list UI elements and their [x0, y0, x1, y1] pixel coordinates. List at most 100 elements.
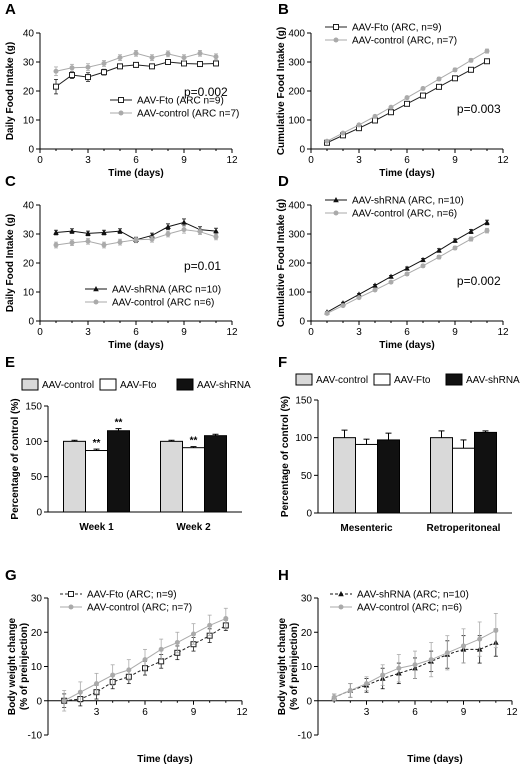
y-axis-label-line: (% of preinjection): [19, 623, 30, 710]
data-point: [324, 138, 330, 144]
data-point: [420, 256, 426, 263]
data-point: [69, 228, 75, 234]
y-tick-label: 40: [23, 201, 35, 212]
legend-label: AAV-shRNA: [466, 375, 520, 386]
x-tick-label: 6: [404, 327, 410, 338]
data-point: [404, 95, 410, 101]
y-tick-label: 0: [299, 145, 305, 156]
legend-swatch: [373, 373, 391, 386]
x-tick-label: 12: [497, 327, 509, 338]
data-point: [101, 242, 107, 248]
legend-marker: [333, 24, 339, 30]
panel-label: F: [278, 354, 287, 371]
bar: [160, 440, 183, 513]
y-tick-label: 10: [301, 662, 313, 673]
data-point: [436, 254, 442, 260]
legend-marker: [93, 299, 99, 305]
data-point: [468, 66, 474, 73]
panel-D: D 0 100 200 300 400 0 3 6 9 12 Time (days) Cumulativ…: [276, 173, 509, 351]
data-point: [69, 72, 75, 79]
data-point: [101, 69, 107, 76]
p-value-annotation: p=0.002: [184, 85, 228, 99]
data-point: [133, 237, 139, 243]
x-axis-label: Time (days): [407, 754, 462, 765]
legend-marker: [338, 591, 344, 597]
data-point: [372, 282, 378, 288]
data-point: [117, 63, 123, 70]
data-point: [110, 672, 116, 678]
x-tick-label: 9: [181, 327, 187, 338]
data-point: [436, 76, 442, 82]
legend-swatch: [99, 378, 117, 391]
y-tick-label: 10: [23, 288, 35, 299]
legend-marker: [68, 591, 74, 597]
data-point: [142, 657, 148, 663]
bar: [85, 450, 108, 513]
y-tick-label: 100: [288, 116, 305, 127]
legend-label: AAV-Fto: [120, 380, 157, 391]
x-tick-label: 3: [356, 327, 362, 338]
y-tick-label: 400: [288, 29, 305, 40]
y-axis-label: Cumulative Food Intake (g): [276, 199, 287, 327]
x-tick-label: 9: [452, 327, 458, 338]
y-axis-label: Daily Food Intake (g): [5, 214, 16, 312]
data-point: [149, 236, 155, 242]
category-label: Retroperitoneal: [427, 523, 501, 534]
x-tick-label: 0: [308, 327, 314, 338]
significance-label: **: [93, 438, 101, 449]
y-tick-label: 30: [23, 230, 35, 241]
data-point: [484, 219, 490, 225]
x-axis-label: Time (days): [108, 340, 163, 351]
y-axis-label: Body weight change(% of preinjection): [277, 617, 300, 715]
x-axis-label: Time (days): [108, 168, 163, 179]
data-point: [404, 100, 410, 107]
data-point: [85, 238, 91, 244]
series-1: AAV-control (ARC, n=6): [324, 209, 490, 316]
legend-label: AAV-Fto (ARC, n=9): [352, 23, 442, 34]
data-point: [69, 240, 75, 246]
data-point: [412, 662, 418, 668]
data-point: [149, 63, 155, 70]
data-point: [372, 113, 378, 119]
y-tick-label: 150: [295, 396, 312, 407]
data-point: [197, 61, 203, 68]
x-tick-label: 12: [506, 707, 518, 718]
data-point: [347, 687, 353, 693]
x-tick-label: 12: [226, 327, 238, 338]
legend-swatch: [295, 373, 313, 386]
x-tick-label: 0: [37, 327, 43, 338]
bar: [63, 440, 86, 513]
data-point: [340, 303, 346, 309]
data-point: [461, 643, 466, 649]
panel-C: C 0 10 20 30 40 0 3 6 9 12 Time (days) Daily Food In…: [5, 173, 238, 351]
series-1: AAV-control (ARC n=6): [53, 225, 219, 309]
data-point: [133, 50, 139, 56]
y-tick-label: 20: [23, 87, 35, 98]
y-tick-label: 0: [306, 509, 312, 520]
legend-label: AAV-control (ARC, n=7): [352, 36, 457, 47]
data-point: [452, 67, 458, 73]
bar: [107, 430, 130, 513]
x-axis-label: Time (days): [379, 340, 434, 351]
data-point: [61, 698, 67, 704]
y-tick-label: 200: [288, 259, 305, 270]
bar: [452, 447, 475, 514]
y-tick-label: 30: [301, 594, 313, 605]
series-1: AAV-control (ARC; n=6): [330, 603, 499, 702]
data-point: [372, 287, 378, 293]
series-1: AAV-control (ARC n=7): [53, 50, 239, 120]
data-point: [85, 74, 91, 81]
legend-label: AAV-control: [42, 380, 94, 391]
legend-label: AAV-shRNA (ARC n=10): [112, 285, 221, 296]
data-point: [484, 48, 490, 54]
data-point: [117, 228, 123, 234]
series-1: AAV-control (ARC, n=7): [324, 36, 490, 144]
data-point: [53, 229, 59, 235]
panel-label: B: [278, 1, 289, 18]
y-tick-label: 100: [295, 433, 312, 444]
panel-label: H: [278, 567, 289, 584]
bar: [355, 443, 378, 514]
legend-marker: [333, 210, 339, 216]
y-tick-label: 100: [288, 288, 305, 299]
data-point: [197, 50, 203, 56]
